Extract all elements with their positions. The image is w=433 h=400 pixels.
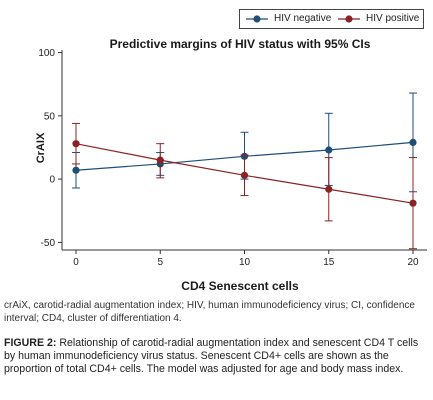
caption-label: FIGURE 2: [4,337,57,349]
x-tick-label: 15 [323,257,335,268]
axes: -50 0 50 100 0 5 10 15 20 [38,48,427,268]
data-point [325,185,333,193]
x-tick-label: 0 [73,257,79,268]
legend-swatch-hiv-positive [338,15,360,23]
legend-label-hiv-negative: HIV negative [274,13,332,24]
caption-text: Relationship of carotid-radial augmentat… [4,337,419,375]
x-axis-label: CD4 Senescent cells [181,279,299,293]
y-tick-label: -50 [41,238,56,249]
legend-swatch-hiv-negative [246,15,268,23]
series-hiv-positive [72,122,417,250]
chart-title: Predictive margins of HIV status with 95… [110,37,371,51]
x-tick-label: 10 [239,257,251,268]
data-point [156,156,164,164]
figure-caption: FIGURE 2: Relationship of carotid-radial… [4,337,429,376]
data-point [325,146,333,154]
y-tick-label: 0 [49,175,55,186]
data-point [409,199,417,207]
chart-legend: HIV negative HIV positive [239,9,424,29]
data-point [409,138,417,147]
y-tick-label: 100 [38,48,55,59]
x-tick-label: 5 [157,257,163,268]
y-axis-label: CrAIX [35,132,47,163]
figure-panel: -50 0 50 100 0 5 10 15 20 Predictive margins of … [35,9,427,293]
figure-footnote: crAiX, carotid-radial augmentation index… [4,300,415,324]
x-tick-label: 20 [407,257,419,268]
legend-label-hiv-positive: HIV positive [366,13,420,24]
chart-marks [72,92,417,250]
y-tick-label: 50 [44,111,56,122]
data-point [240,171,249,179]
data-point [72,140,80,148]
chart: -50 0 50 100 0 5 10 15 20 Predictive margins of … [35,37,427,293]
data-point [72,166,80,174]
